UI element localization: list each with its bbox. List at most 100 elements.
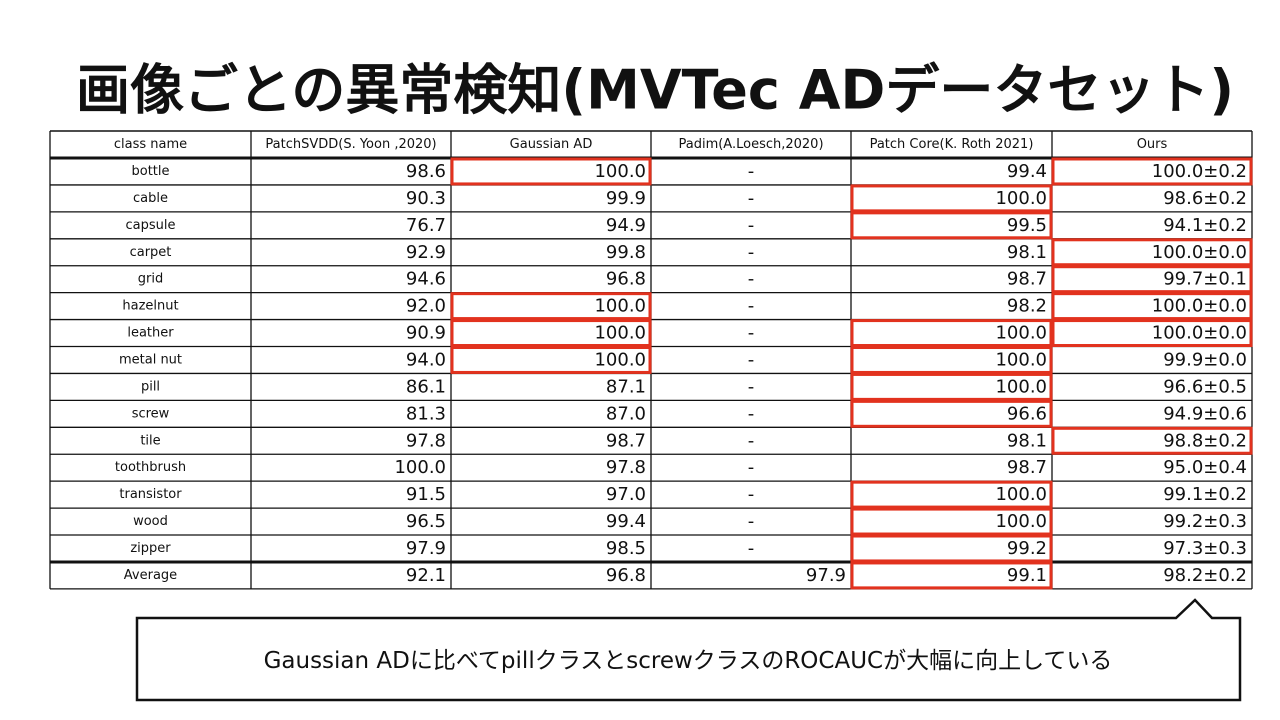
class-name: transistor [119,487,182,502]
highlight-box [450,292,652,321]
score-cell: 99.9 [606,188,646,209]
class-name: bottle [131,164,169,179]
score-cell: 90.3 [406,188,446,209]
score-cell: - [748,323,755,344]
highlight-box [1051,157,1253,186]
class-name: pill [141,379,160,394]
score-cell: - [748,269,755,290]
score-cell: 100.0 [995,323,1047,344]
score-cell: 99.2±0.3 [1163,511,1247,532]
highlight-box [850,561,1053,590]
score-cell: 94.0 [406,349,446,370]
score-cell: 90.9 [406,323,446,344]
score-cell: 99.9±0.0 [1163,349,1247,370]
highlight-box [1051,319,1253,348]
class-name: tile [140,433,160,448]
score-cell: 100.0 [394,457,446,478]
highlight-box [1051,265,1253,294]
class-name: toothbrush [115,460,186,475]
class-name: carpet [130,245,172,260]
score-cell: - [748,511,755,532]
score-cell: 98.6±0.2 [1163,188,1247,209]
score-cell: 99.1 [1007,565,1047,586]
score-cell: 99.4 [606,511,646,532]
score-cell: 87.0 [606,403,646,424]
score-cell: 97.8 [606,457,646,478]
header-cell: Gaussian AD [510,137,593,152]
score-cell: 100.0±0.2 [1152,161,1247,182]
slide-title: 画像ごとの異常検知(MVTec ADデータセット) [76,59,1234,122]
score-cell: - [748,349,755,370]
highlight-box [850,399,1053,428]
score-cell: 96.8 [606,565,646,586]
score-cell: - [748,403,755,424]
score-cell: - [748,538,755,559]
header-cell: class name [114,137,187,152]
class-name: leather [127,326,174,341]
score-cell: 98.8±0.2 [1163,430,1247,451]
score-cell: 99.1±0.2 [1163,484,1247,505]
class-name: Average [124,568,177,583]
score-cell: 100.0 [594,323,646,344]
score-cell: 92.0 [406,296,446,317]
score-cell: - [748,430,755,451]
score-cell: 97.0 [606,484,646,505]
score-cell: 94.1±0.2 [1163,215,1247,236]
score-cell: 100.0±0.0 [1152,296,1247,317]
highlight-box [850,534,1053,563]
highlight-box [850,480,1053,509]
score-cell: 99.4 [1007,161,1047,182]
table: class name PatchSVDD(S. Yoon ,2020) Gaussi… [49,130,1253,590]
callout-text: Gaussian ADに比べてpillクラスとscrewクラスのROCAUCが大… [264,648,1113,674]
score-cell: 98.1 [1007,430,1047,451]
class-name: zipper [130,541,171,556]
score-cell: 92.9 [406,242,446,263]
class-name: screw [132,406,170,421]
score-cell: 100.0 [995,376,1047,397]
score-cell: 100.0 [995,188,1047,209]
score-cell: 94.9 [606,215,646,236]
highlight-box [850,372,1053,401]
class-name: hazelnut [122,299,178,314]
score-cell: 97.9 [806,565,846,586]
score-cell: 100.0±0.0 [1152,323,1247,344]
score-cell: 96.6±0.5 [1163,376,1247,397]
score-cell: 99.5 [1007,215,1047,236]
score-cell: - [748,376,755,397]
score-cell: - [748,457,755,478]
score-cell: 100.0 [995,511,1047,532]
score-cell: 87.1 [606,376,646,397]
highlight-box [450,157,652,186]
score-cell: 98.7 [606,430,646,451]
score-cell: - [748,188,755,209]
score-cell: - [748,161,755,182]
class-name: capsule [126,218,176,233]
highlight-box [450,346,652,374]
highlight-box [850,184,1053,213]
highlight-box [1051,426,1253,455]
score-cell: 86.1 [406,376,446,397]
score-cell: 97.9 [406,538,446,559]
score-cell: 99.2 [1007,538,1047,559]
score-cell: 99.8 [606,242,646,263]
header-cell: Padim(A.Loesch,2020) [678,137,823,152]
score-cell: 100.0 [594,296,646,317]
score-cell: - [748,484,755,505]
score-cell: 97.8 [406,430,446,451]
score-cell: 96.6 [1007,403,1047,424]
header-cell: Patch Core(K. Roth 2021) [870,137,1034,152]
score-cell: 92.1 [406,565,446,586]
score-cell: 98.1 [1007,242,1047,263]
class-name: metal nut [119,352,182,367]
highlight-box [450,319,652,348]
header-cell: Ours [1137,137,1168,152]
score-cell: 100.0 [594,349,646,370]
score-cell: 99.7±0.1 [1163,269,1247,290]
score-cell: 98.2±0.2 [1163,565,1247,586]
score-cell: 97.3±0.3 [1163,538,1247,559]
score-cell: 100.0 [995,484,1047,505]
score-cell: 98.2 [1007,296,1047,317]
score-cell: 94.9±0.6 [1163,403,1247,424]
